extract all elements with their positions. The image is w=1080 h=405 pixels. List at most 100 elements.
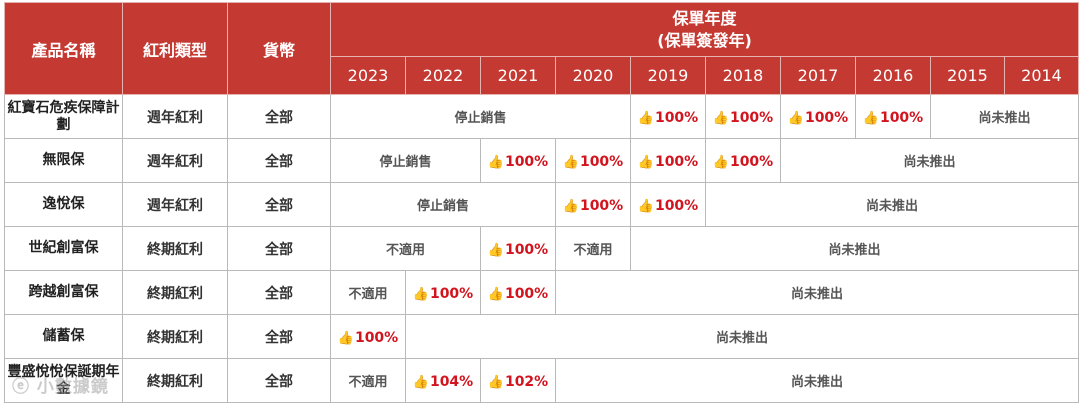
fulfillment-ratio-value: 100% — [504, 154, 549, 170]
thumbs-up-icon: 👍 — [487, 243, 504, 258]
table-row: 豐盛悅悅保誕期年金 終期紅利 全部 不適用 👍104% 👍102% 尚未推出 — [4, 358, 1080, 403]
header-dividend-type: 紅利類型 — [122, 2, 228, 95]
fulfillment-ratio-cell: 👍100% — [855, 94, 931, 139]
thumbs-up-icon: 👍 — [562, 199, 579, 214]
thumbs-up-icon: 👍 — [337, 331, 354, 346]
fulfillment-ratio-value: 100% — [504, 286, 549, 302]
status-cell: 不適用 — [330, 358, 406, 403]
table-body: 紅寶石危疾保障計劃 週年紅利 全部 停止銷售 👍100% 👍100% 👍100% 👍100% 尚… — [4, 94, 1080, 403]
thumbs-up-icon: 👍 — [487, 375, 504, 390]
header-policy-year-title: 保單年度 — [672, 8, 737, 28]
year-header-2022: 2022 — [405, 56, 481, 95]
dividend-type-cell: 終期紅利 — [122, 226, 228, 271]
thumbs-up-icon: 👍 — [637, 199, 654, 214]
product-name-cell: 無限保 — [4, 138, 123, 183]
status-cell: 尚未推出 — [779, 138, 1080, 183]
year-header-2014: 2014 — [1003, 56, 1080, 95]
status-cell: 停止銷售 — [330, 94, 631, 139]
year-header-2023: 2023 — [330, 56, 406, 95]
fulfillment-ratio-value: 100% — [504, 242, 549, 258]
fulfillment-ratio-cell: 👍100% — [630, 94, 706, 139]
thumbs-up-icon: 👍 — [712, 155, 729, 170]
fulfillment-ratio-cell: 👍100% — [705, 138, 781, 183]
header-policy-year: 保單年度 (保單簽發年) — [329, 2, 1080, 57]
currency-cell: 全部 — [227, 270, 331, 315]
table-row: 逸悅保 週年紅利 全部 停止銷售 👍100% 👍100% 尚未推出 — [4, 182, 1080, 227]
fulfillment-ratio-cell: 👍100% — [555, 138, 631, 183]
thumbs-up-icon: 👍 — [712, 111, 729, 126]
product-name-cell: 紅寶石危疾保障計劃 — [4, 94, 123, 139]
header-policy-year-subtitle: (保單簽發年) — [657, 30, 752, 50]
thumbs-up-icon: 👍 — [862, 111, 879, 126]
fulfillment-ratio-value: 100% — [729, 154, 774, 170]
thumbs-up-icon: 👍 — [412, 375, 429, 390]
product-name-cell: 豐盛悅悅保誕期年金 — [4, 358, 123, 403]
dividend-type-cell: 週年紅利 — [122, 182, 228, 227]
fulfillment-ratio-value: 100% — [579, 154, 624, 170]
thumbs-up-icon: 👍 — [637, 111, 654, 126]
fulfillment-ratio-value: 100% — [654, 154, 699, 170]
status-cell: 尚未推出 — [404, 314, 1080, 359]
dividend-type-cell: 終期紅利 — [122, 358, 228, 403]
table-row: 儲蓄保 終期紅利 全部 👍100% 尚未推出 — [4, 314, 1080, 359]
status-cell: 尚未推出 — [554, 270, 1080, 315]
table-row: 跨越創富保 終期紅利 全部 不適用 👍100% 👍100% 尚未推出 — [4, 270, 1080, 315]
table-row: 無限保 週年紅利 全部 停止銷售 👍100% 👍100% 👍100% 👍100% 尚未推出 — [4, 138, 1080, 183]
fulfillment-ratio-cell: 👍102% — [480, 358, 556, 403]
year-header-2020: 2020 — [555, 56, 631, 95]
fulfillment-ratio-cell: 👍100% — [330, 314, 406, 359]
status-cell: 停止銷售 — [330, 182, 556, 227]
year-header-row: 2023 2022 2021 2020 2019 2018 2017 2016 2015 2014 — [5, 56, 1080, 95]
fulfillment-ratio-cell: 👍104% — [405, 358, 481, 403]
table-row: 紅寶石危疾保障計劃 週年紅利 全部 停止銷售 👍100% 👍100% 👍100% 👍100% 尚… — [4, 94, 1080, 139]
fulfillment-ratio-value: 100% — [579, 198, 624, 214]
status-cell: 尚未推出 — [629, 226, 1080, 271]
product-name-cell: 世紀創富保 — [4, 226, 123, 271]
fulfillment-ratio-value: 100% — [429, 286, 474, 302]
thumbs-up-icon: 👍 — [787, 111, 804, 126]
status-cell: 尚未推出 — [929, 94, 1080, 139]
thumbs-up-icon: 👍 — [412, 287, 429, 302]
dividend-fulfillment-table: 產品名稱 紅利類型 貨幣 保單年度 (保單簽發年) 2023 2022 2021 20… — [4, 2, 1080, 403]
fulfillment-ratio-cell: 👍100% — [405, 270, 481, 315]
year-header-2016: 2016 — [855, 56, 931, 95]
currency-cell: 全部 — [227, 138, 331, 183]
thumbs-up-icon: 👍 — [637, 155, 654, 170]
product-name-cell: 跨越創富保 — [4, 270, 123, 315]
header-product-name: 產品名稱 — [4, 2, 123, 95]
status-cell: 不適用 — [330, 226, 481, 271]
fulfillment-ratio-value: 100% — [879, 110, 924, 126]
fulfillment-ratio-cell: 👍100% — [555, 182, 631, 227]
status-cell: 不適用 — [555, 226, 631, 271]
fulfillment-ratio-cell: 👍100% — [630, 138, 706, 183]
dividend-type-cell: 終期紅利 — [122, 314, 228, 359]
header-currency: 貨幣 — [227, 2, 331, 95]
currency-cell: 全部 — [227, 226, 331, 271]
fulfillment-ratio-value: 104% — [429, 374, 474, 390]
year-header-2021: 2021 — [480, 56, 556, 95]
thumbs-up-icon: 👍 — [487, 287, 504, 302]
fulfillment-ratio-value: 102% — [504, 374, 549, 390]
product-name-cell: 儲蓄保 — [4, 314, 123, 359]
fulfillment-ratio-cell: 👍100% — [780, 94, 856, 139]
watermark: ⓔ 小數據鏡 — [12, 377, 109, 397]
fulfillment-ratio-cell: 👍100% — [705, 94, 781, 139]
fulfillment-ratio-cell: 👍100% — [480, 270, 556, 315]
product-name-cell: 逸悅保 — [4, 182, 123, 227]
dividend-type-cell: 終期紅利 — [122, 270, 228, 315]
year-header-2019: 2019 — [630, 56, 706, 95]
fulfillment-ratio-value: 100% — [654, 198, 699, 214]
status-cell: 不適用 — [330, 270, 406, 315]
currency-cell: 全部 — [227, 182, 331, 227]
dividend-type-cell: 週年紅利 — [122, 138, 228, 183]
currency-cell: 全部 — [227, 314, 331, 359]
fulfillment-ratio-cell: 👍100% — [480, 138, 556, 183]
thumbs-up-icon: 👍 — [487, 155, 504, 170]
fulfillment-ratio-value: 100% — [729, 110, 774, 126]
fulfillment-ratio-value: 100% — [804, 110, 849, 126]
currency-cell: 全部 — [227, 358, 331, 403]
year-header-2018: 2018 — [705, 56, 781, 95]
status-cell: 尚未推出 — [554, 358, 1080, 403]
fulfillment-ratio-cell: 👍100% — [480, 226, 556, 271]
status-cell: 停止銷售 — [330, 138, 481, 183]
